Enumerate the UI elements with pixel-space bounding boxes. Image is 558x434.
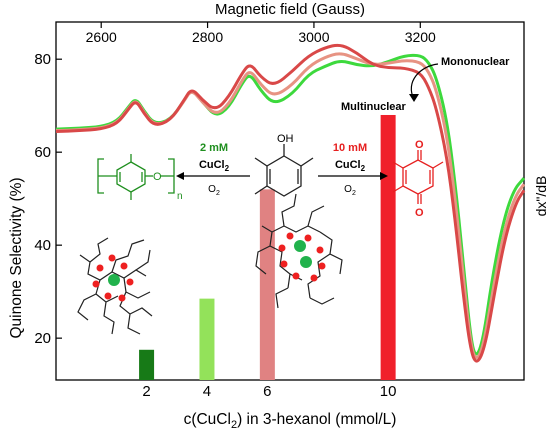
right-salt-label: CuCl2 (335, 159, 366, 173)
right-o2-label: O2 (344, 184, 356, 197)
bar-6 (259, 189, 275, 380)
left-salt-label: CuCl2 (199, 159, 230, 173)
left-arrowhead-icon (176, 172, 184, 180)
right-salt-sub: 2 (361, 164, 366, 173)
left-o2-label: O2 (208, 184, 220, 197)
x-axis-label-main: c(CuCl (184, 411, 231, 428)
top-tick-label: 2600 (86, 29, 117, 45)
left-o2-sub: 2 (216, 190, 220, 197)
arrowhead-icon (409, 94, 419, 102)
mononuclear-cluster-illustration (77, 237, 153, 335)
plot-frame (55, 21, 525, 381)
phenol-oh-label: OH (277, 133, 294, 145)
y-tick-label: 20 (34, 330, 51, 347)
y-tick-label: 80 (34, 51, 51, 68)
polymer-n-label: n (177, 191, 183, 202)
quinone-o-bottom: O (415, 207, 424, 219)
quinone-structure (392, 150, 444, 204)
epr-line-2 (55, 43, 526, 363)
left-salt-sub: 2 (225, 164, 230, 173)
right-conc-label: 10 mM (333, 142, 367, 154)
x-axis-label: c(CuCl2) in 3-hexanol (mmol/L) (184, 411, 397, 431)
x-tick-label: 2 (142, 383, 150, 400)
epr-spectra (55, 43, 526, 363)
y-tick-label: 60 (34, 144, 51, 161)
x-tick-label: 10 (380, 383, 397, 400)
bar-2 (139, 349, 155, 380)
y-axis-ticks: 20 40 60 80 (34, 51, 62, 347)
right-o2-sub: 2 (352, 190, 356, 197)
right-axis-label: dx"/dB (533, 176, 549, 217)
quinone-o-top: O (415, 139, 424, 151)
phenol-structure (254, 144, 314, 197)
top-axis-label: Magnetic field (Gauss) (215, 1, 365, 18)
x-axis-label-tail: ) in 3-hexanol (mmol/L) (237, 411, 396, 428)
y-axis-label: Quinone Selectivity (%) (8, 177, 25, 338)
mononuclear-label: Mononuclear (441, 56, 510, 68)
right-arrowhead-icon (380, 172, 388, 180)
top-tick-label: 3000 (298, 29, 329, 45)
polymer-o-label: O (153, 171, 162, 183)
left-salt-main: CuCl (199, 159, 225, 171)
top-axis-ticks: 2600 2800 3000 3200 (86, 22, 436, 45)
bar-4 (199, 298, 215, 380)
top-tick-label: 3200 (405, 29, 436, 45)
x-tick-label: 6 (263, 383, 271, 400)
top-tick-label: 2800 (192, 29, 223, 45)
multinuclear-cluster-illustration (255, 193, 343, 309)
y-tick-label: 40 (34, 237, 51, 254)
left-conc-label: 2 mM (200, 142, 228, 154)
multinuclear-label: Multinuclear (341, 101, 407, 113)
right-salt-main: CuCl (335, 159, 361, 171)
x-tick-label: 4 (203, 383, 211, 400)
right-o2-main: O (344, 184, 352, 195)
polymer-structure (97, 154, 175, 200)
left-o2-main: O (208, 184, 216, 195)
bar-10 (380, 114, 396, 381)
x-axis-label-sub: 2 (231, 419, 237, 431)
